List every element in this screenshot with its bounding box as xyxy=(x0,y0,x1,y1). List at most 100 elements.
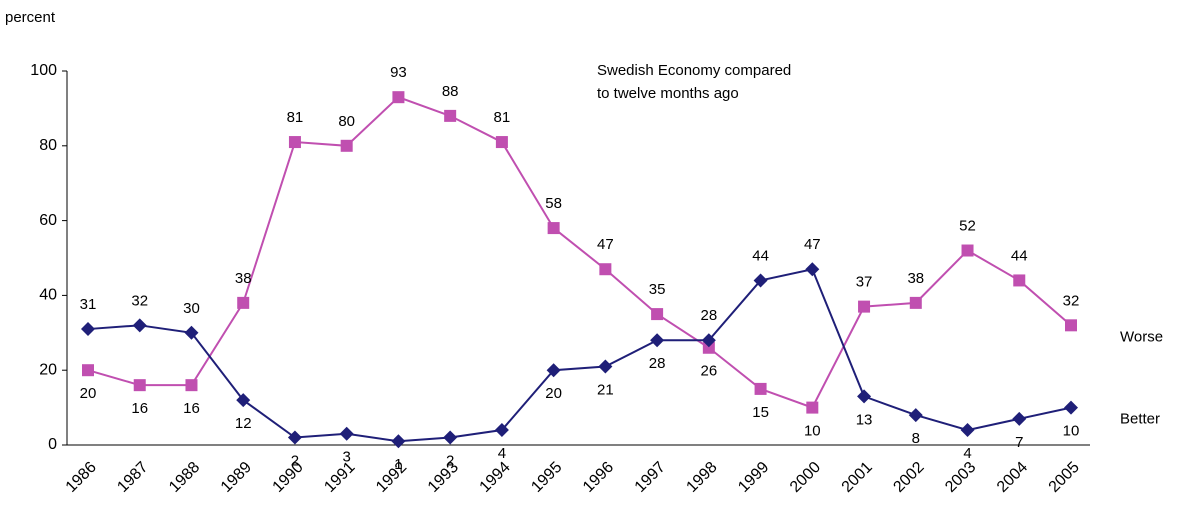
data-label: 16 xyxy=(131,400,148,417)
data-label: 31 xyxy=(80,296,97,313)
marker xyxy=(1012,411,1027,426)
data-label: 30 xyxy=(183,300,200,317)
data-label: 3 xyxy=(343,449,351,466)
data-label: 10 xyxy=(1063,423,1080,440)
marker xyxy=(858,300,871,313)
data-label: 15 xyxy=(752,404,769,421)
marker xyxy=(288,136,301,149)
data-label: 44 xyxy=(752,247,769,264)
data-label: 47 xyxy=(597,236,614,253)
data-label: 80 xyxy=(338,113,355,130)
marker xyxy=(495,136,508,149)
x-tick-label: 1999 xyxy=(735,459,772,496)
y-tick-label: 100 xyxy=(30,62,57,79)
marker xyxy=(961,244,974,257)
marker xyxy=(494,423,509,438)
data-label: 58 xyxy=(545,195,562,212)
data-label: 88 xyxy=(442,83,459,100)
data-label: 20 xyxy=(80,385,97,402)
data-label: 52 xyxy=(959,217,976,234)
marker xyxy=(81,322,95,337)
data-label: 12 xyxy=(235,415,252,432)
y-tick-label: 40 xyxy=(39,287,57,304)
marker xyxy=(287,430,302,445)
marker xyxy=(806,401,819,414)
marker xyxy=(805,262,820,277)
x-tick-label: 1998 xyxy=(683,459,720,496)
data-label: 7 xyxy=(1015,434,1023,451)
x-tick-label: 1990 xyxy=(270,459,307,496)
y-tick-label: 80 xyxy=(39,137,57,154)
data-label: 38 xyxy=(235,270,252,287)
data-label: 2 xyxy=(291,452,299,469)
data-label: 16 xyxy=(183,400,200,417)
y-tick-label: 60 xyxy=(39,212,57,229)
data-label: 37 xyxy=(856,274,873,291)
data-label: 2 xyxy=(446,452,454,469)
marker xyxy=(82,364,94,377)
marker xyxy=(133,379,146,392)
marker xyxy=(339,426,354,441)
annotation: to twelve months ago xyxy=(597,85,739,102)
data-label: 13 xyxy=(856,411,873,428)
marker xyxy=(392,91,405,104)
data-label: 28 xyxy=(649,355,666,372)
marker xyxy=(237,296,250,309)
data-label: 93 xyxy=(390,64,407,81)
marker xyxy=(391,434,406,449)
x-tick-label: 2003 xyxy=(942,459,979,496)
marker xyxy=(599,263,612,276)
x-tick-label: 2000 xyxy=(787,459,824,496)
marker xyxy=(701,333,716,348)
y-axis-label: percent xyxy=(5,9,56,26)
marker xyxy=(702,341,715,354)
data-label: 81 xyxy=(287,109,304,126)
legend-label: Better xyxy=(1120,411,1160,428)
marker xyxy=(236,393,251,408)
marker xyxy=(132,318,147,333)
data-label: 4 xyxy=(963,445,971,462)
x-tick-label: 1994 xyxy=(477,459,514,496)
data-label: 20 xyxy=(545,385,562,402)
x-tick-label: 1995 xyxy=(528,459,565,496)
data-label: 4 xyxy=(498,445,506,462)
x-tick-label: 1987 xyxy=(114,459,151,496)
marker xyxy=(909,296,922,309)
marker xyxy=(185,379,198,392)
annotation: Swedish Economy compared xyxy=(597,62,791,79)
x-tick-label: 1986 xyxy=(63,459,100,496)
data-label: 21 xyxy=(597,381,614,398)
data-label: 28 xyxy=(700,307,717,324)
x-tick-label: 1991 xyxy=(321,459,358,496)
marker xyxy=(546,363,561,378)
marker xyxy=(1013,274,1026,287)
y-tick-label: 0 xyxy=(48,436,57,453)
marker xyxy=(650,333,665,348)
x-tick-label: 1993 xyxy=(425,459,462,496)
data-label: 26 xyxy=(700,363,717,380)
x-tick-label: 1996 xyxy=(580,459,617,496)
x-tick-label: 2002 xyxy=(890,459,927,496)
marker xyxy=(547,222,560,235)
marker xyxy=(753,273,768,288)
x-tick-label: 2001 xyxy=(839,459,876,496)
y-tick-label: 20 xyxy=(39,361,57,378)
data-label: 35 xyxy=(649,281,666,298)
marker xyxy=(598,359,613,374)
data-label: 44 xyxy=(1011,247,1028,264)
x-tick-label: 1992 xyxy=(373,459,410,496)
line xyxy=(87,268,1072,443)
line xyxy=(87,96,1072,409)
data-label: 47 xyxy=(804,236,821,253)
data-label: 38 xyxy=(907,270,924,287)
data-label: 1 xyxy=(394,456,402,473)
x-tick-label: 1989 xyxy=(218,459,255,496)
marker xyxy=(444,109,457,122)
data-label: 32 xyxy=(131,292,148,309)
data-label: 81 xyxy=(494,109,511,126)
data-label: 10 xyxy=(804,423,821,440)
data-label: 32 xyxy=(1063,292,1080,309)
marker xyxy=(908,408,923,423)
x-tick-label: 1997 xyxy=(632,459,669,496)
